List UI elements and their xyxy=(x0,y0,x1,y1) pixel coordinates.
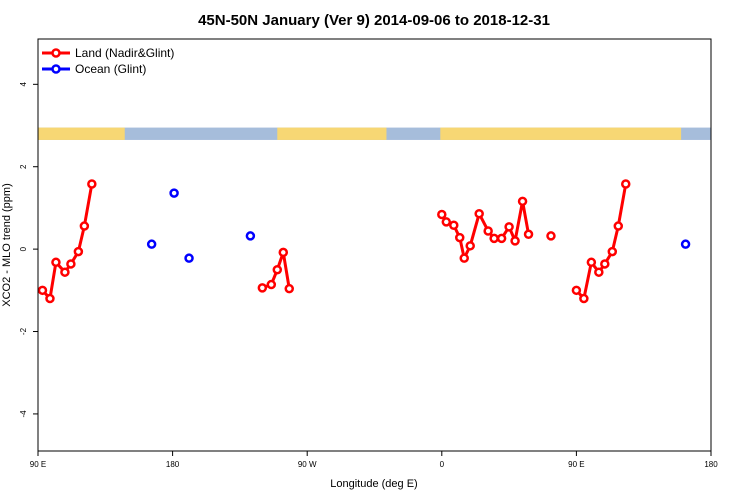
land-strip xyxy=(277,127,387,140)
x-tick-label: 180 xyxy=(166,460,180,469)
legend: Land (Nadir&Glint) Ocean (Glint) xyxy=(42,46,174,76)
data-point xyxy=(496,233,507,244)
plot-frame xyxy=(37,38,712,452)
data-point xyxy=(73,246,84,257)
data-point xyxy=(459,253,469,263)
y-tick-label: 2 xyxy=(19,164,28,169)
series-land xyxy=(37,179,631,304)
data-point xyxy=(266,279,277,290)
legend-label: Land (Nadir&Glint) xyxy=(75,46,174,60)
series-line xyxy=(575,183,628,301)
data-point xyxy=(437,209,447,220)
y-axis: -4 -2 0 2 4 xyxy=(19,82,38,418)
data-point xyxy=(510,236,520,246)
series-line xyxy=(41,183,94,301)
data-point xyxy=(66,259,76,269)
x-tick-label: 180 xyxy=(704,460,718,469)
data-point xyxy=(607,246,618,257)
data-point xyxy=(489,233,499,244)
land-strip xyxy=(440,127,682,140)
data-point xyxy=(51,257,61,268)
data-point xyxy=(571,285,582,296)
x-axis-label: Longitude (deg E) xyxy=(330,478,417,490)
y-tick-label: 4 xyxy=(19,82,28,87)
data-point xyxy=(79,221,90,231)
data-point xyxy=(504,222,514,232)
x-tick-label: 90 E xyxy=(568,460,584,469)
x-axis: 90 E 180 90 W 0 90 E 180 xyxy=(30,451,718,469)
data-point xyxy=(60,267,70,277)
data-point xyxy=(483,226,493,236)
x-tick-label: 90 E xyxy=(30,460,46,469)
x-tick-label: 0 xyxy=(440,460,445,469)
data-point xyxy=(284,283,295,294)
data-point xyxy=(454,232,465,243)
y-axis-label: XCO2 - MLO trend (ppm) xyxy=(1,183,13,306)
data-point xyxy=(621,179,631,189)
land-ocean-band xyxy=(38,127,711,140)
data-point xyxy=(613,221,624,231)
data-point xyxy=(546,231,556,241)
series-ocean xyxy=(146,188,691,263)
data-point xyxy=(245,231,256,241)
data-point xyxy=(272,264,283,275)
chart-title: 45N-50N January (Ver 9) 2014-09-06 to 20… xyxy=(198,12,550,29)
data-point xyxy=(45,293,55,304)
y-tick-label: 0 xyxy=(19,246,28,251)
data-point xyxy=(87,179,97,189)
data-point xyxy=(594,267,604,277)
data-point xyxy=(600,259,610,269)
data-point xyxy=(449,220,459,230)
data-point xyxy=(184,253,194,263)
data-point xyxy=(680,239,691,249)
data-point xyxy=(169,188,179,198)
legend-label: Ocean (Glint) xyxy=(75,62,146,76)
data-point xyxy=(146,239,157,249)
land-strip xyxy=(38,127,125,140)
series-layer xyxy=(37,179,691,304)
data-point xyxy=(586,257,597,268)
data-point xyxy=(441,217,452,227)
y-tick-label: -4 xyxy=(19,410,28,418)
data-point xyxy=(37,285,48,296)
data-point xyxy=(517,196,528,207)
data-point xyxy=(257,283,268,293)
data-point xyxy=(474,208,484,219)
data-point xyxy=(278,247,289,258)
y-tick-label: -2 xyxy=(19,327,28,335)
x-tick-label: 90 W xyxy=(298,460,317,469)
data-point xyxy=(465,241,475,251)
legend-marker xyxy=(51,48,61,58)
data-point xyxy=(579,293,589,304)
data-point xyxy=(523,229,534,240)
legend-marker xyxy=(51,64,61,74)
